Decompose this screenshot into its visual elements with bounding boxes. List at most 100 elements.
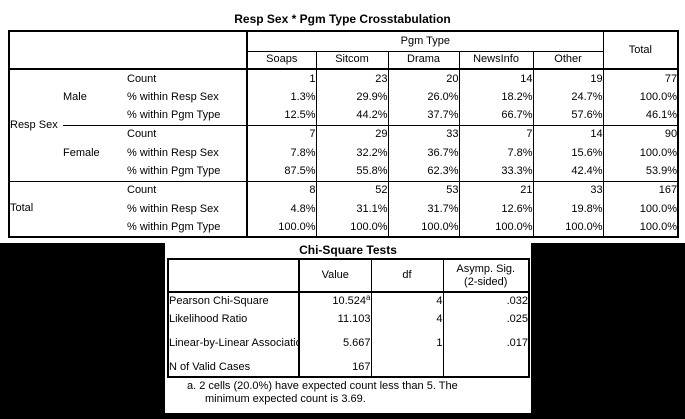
- data-cell: 100.0%: [602, 219, 679, 237]
- df-cell: 4: [370, 310, 443, 328]
- value-cell: 11.103: [298, 310, 371, 328]
- crosstab-section: Resp Sex * Pgm Type Crosstabulation Pgm …: [8, 0, 680, 238]
- col-header-drama: Drama: [387, 51, 460, 70]
- col-header-df: df: [370, 259, 443, 293]
- table-row: Total Count 8 52 53 21 33 167: [9, 180, 679, 237]
- data-cell: 100.0%: [458, 219, 534, 237]
- data-cell: 77: [602, 69, 679, 88]
- data-cell: 31.7%: [387, 200, 460, 219]
- data-cell: 100.0%: [246, 219, 317, 237]
- data-cell: 90: [602, 124, 679, 144]
- value-cell: 5.667: [298, 328, 371, 358]
- group-label-male: Male: [63, 90, 87, 103]
- data-cell: 33: [532, 180, 604, 200]
- data-cell: 87.5%: [246, 163, 317, 181]
- data-cell: 7.8%: [246, 144, 317, 163]
- col-header-sig-line2: (2-sided): [464, 275, 508, 288]
- table-row: % within Pgm Type 100.0% 100.0% 100.0% 1…: [9, 219, 679, 237]
- table-footnote: a. 2 cells (20.0%) have expected count l…: [165, 380, 531, 406]
- df-cell: 1: [370, 328, 443, 358]
- row-label: % within Resp Sex: [127, 147, 219, 159]
- stub-corner-cell: [168, 259, 299, 293]
- data-cell: 44.2%: [315, 107, 389, 125]
- sig-cell: .017: [442, 328, 529, 358]
- col-header-sig-line1: Asymp. Sig.: [456, 262, 516, 275]
- table-row: % within Pgm Type 87.5% 55.8% 62.3% 33.3…: [9, 163, 679, 181]
- data-cell: 52: [315, 180, 389, 200]
- data-cell: 100.0%: [602, 88, 679, 107]
- row-label: Count: [127, 180, 248, 200]
- data-cell: 167: [602, 180, 679, 200]
- row-label: Count: [127, 124, 248, 144]
- footnote-line-1: a. 2 cells (20.0%) have expected count l…: [187, 380, 458, 392]
- column-group-header: Pgm Type: [246, 31, 604, 52]
- data-cell: 7.8%: [458, 144, 534, 163]
- crosstab-table[interactable]: Pgm Type Total Soaps Sitcom Drama NewsIn…: [8, 30, 680, 238]
- col-header-value: Value: [298, 259, 371, 293]
- row-label-nvalid: N of Valid Cases: [169, 360, 251, 373]
- col-header-sitcom: Sitcom: [315, 51, 389, 70]
- data-cell: 19: [532, 69, 604, 88]
- sig-cell: [442, 358, 529, 377]
- value-cell: 10.524a: [298, 292, 371, 310]
- row-label: % within Resp Sex: [127, 203, 219, 215]
- data-cell: 32.2%: [315, 144, 389, 163]
- data-cell: 57.6%: [532, 107, 604, 125]
- data-cell: 7: [246, 124, 317, 144]
- row-label: % within Resp Sex: [127, 91, 219, 103]
- data-cell: 19.8%: [532, 200, 604, 219]
- data-cell: 100.0%: [602, 144, 679, 163]
- data-cell: 29: [315, 124, 389, 144]
- data-cell: 37.7%: [387, 107, 460, 125]
- stub-corner-cell: [9, 31, 248, 70]
- footnote-marker: a: [366, 293, 371, 302]
- data-cell: 18.2%: [458, 88, 534, 107]
- chi-square-title: Chi-Square Tests: [299, 243, 397, 257]
- data-cell: 12.5%: [246, 107, 317, 125]
- row-label-pearson: Pearson Chi-Square: [169, 295, 269, 307]
- table-row: Likelihood Ratio 11.103 4 .025: [168, 310, 529, 328]
- row-label: Count: [127, 72, 157, 85]
- group-label-female: Female: [63, 124, 127, 181]
- table-row: % within Resp Sex 7.8% 32.2% 36.7% 7.8% …: [9, 144, 679, 163]
- row-var-label: Resp Sex: [10, 118, 58, 131]
- data-cell: 15.6%: [532, 144, 604, 163]
- data-cell: 1.3%: [246, 88, 317, 107]
- table-row: % within Resp Sex 4.8% 31.1% 31.7% 12.6%…: [9, 200, 679, 219]
- data-cell: 100.0%: [387, 219, 460, 237]
- crosstab-title: Resp Sex * Pgm Type Crosstabulation: [234, 12, 451, 26]
- col-header-sig: Asymp. Sig. (2-sided): [442, 259, 529, 293]
- chi-square-panel[interactable]: Chi-Square Tests Value df Asymp. Sig. (2…: [165, 243, 531, 413]
- data-cell: 46.1%: [602, 107, 679, 125]
- table-row: Resp Sex Male Count 1 23 20 14 19 77: [9, 69, 679, 131]
- row-label: % within Pgm Type: [127, 165, 221, 178]
- data-cell: 53: [387, 180, 460, 200]
- row-label-linear: Linear-by-Linear Association: [169, 336, 299, 349]
- data-cell: 31.1%: [315, 200, 389, 219]
- sig-cell: .025: [442, 310, 529, 328]
- data-cell: 53.9%: [602, 163, 679, 181]
- data-cell: 100.0%: [532, 219, 604, 237]
- table-row: Linear-by-Linear Association 5.667 1 .01…: [168, 328, 529, 358]
- row-label: % within Pgm Type: [127, 221, 221, 233]
- col-header-total: Total: [602, 31, 679, 70]
- data-cell: 66.7%: [458, 107, 534, 125]
- data-cell: 62.3%: [387, 163, 460, 181]
- row-label: % within Pgm Type: [127, 109, 221, 122]
- data-cell: 23: [315, 69, 389, 88]
- table-row: Female Count 7 29 33 7 14 90: [9, 124, 679, 181]
- data-cell: 42.4%: [532, 163, 604, 181]
- col-header-other: Other: [532, 51, 604, 70]
- data-cell: 21: [458, 180, 534, 200]
- data-cell: 12.6%: [458, 200, 534, 219]
- col-header-soaps: Soaps: [246, 51, 317, 70]
- data-cell: 36.7%: [387, 144, 460, 163]
- chi-square-table[interactable]: Value df Asymp. Sig. (2-sided) Pearson C…: [167, 258, 530, 378]
- table-row: Pearson Chi-Square 10.524a 4 .032: [168, 292, 529, 310]
- table-row: % within Resp Sex 1.3% 29.9% 26.0% 18.2%…: [9, 88, 679, 107]
- group-label-total: Total: [9, 180, 127, 237]
- value-cell: 167: [298, 358, 371, 377]
- data-cell: 4.8%: [246, 200, 317, 219]
- sig-cell: .032: [442, 292, 529, 310]
